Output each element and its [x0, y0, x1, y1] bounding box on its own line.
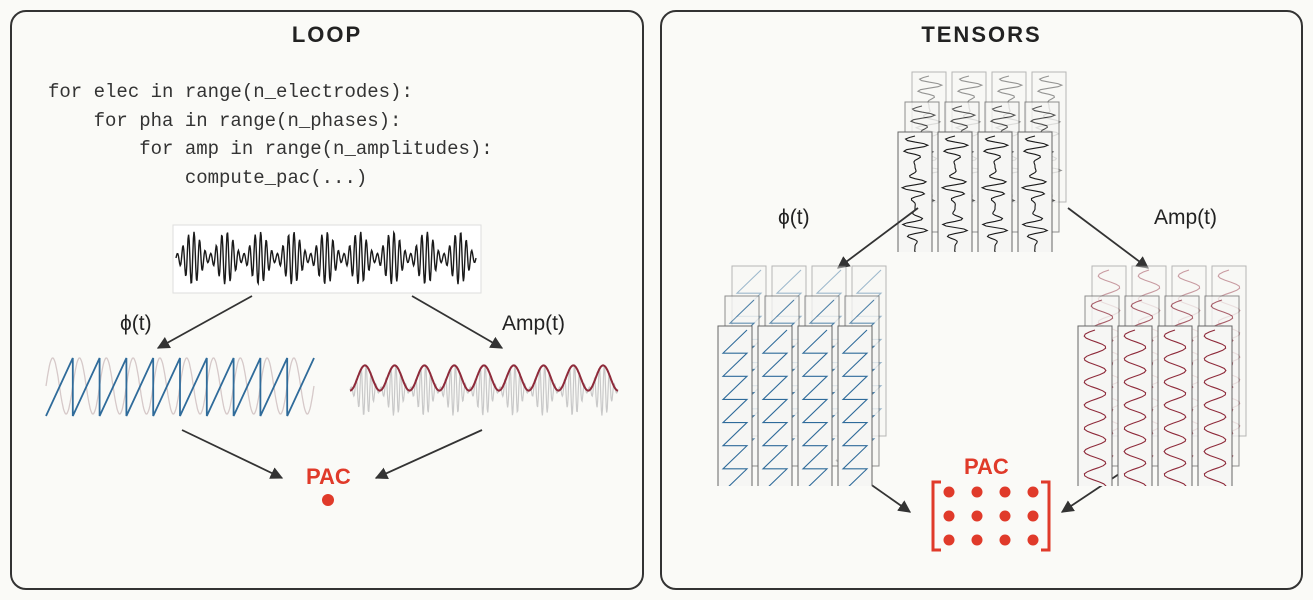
pac-dot	[318, 492, 338, 512]
tensor-phase	[708, 256, 918, 486]
loop-panel: LOOP for elec in range(n_electrodes): fo…	[10, 10, 644, 590]
amp-label-left: Amp(t)	[502, 312, 565, 336]
pac-label-left: PAC	[306, 464, 351, 490]
amp-label-right: Amp(t)	[1154, 206, 1217, 230]
phi-label-left: ϕ(t)	[120, 312, 152, 336]
phase-signal	[42, 350, 322, 425]
pac-matrix	[916, 478, 1066, 578]
pac-label-right: PAC	[964, 454, 1009, 480]
tensor-amp	[1068, 256, 1278, 486]
amp-signal	[346, 350, 626, 425]
phi-label-right: ϕ(t)	[778, 206, 810, 230]
tensors-panel: TENSORS ϕ(t) Amp(t) PAC	[660, 10, 1303, 590]
